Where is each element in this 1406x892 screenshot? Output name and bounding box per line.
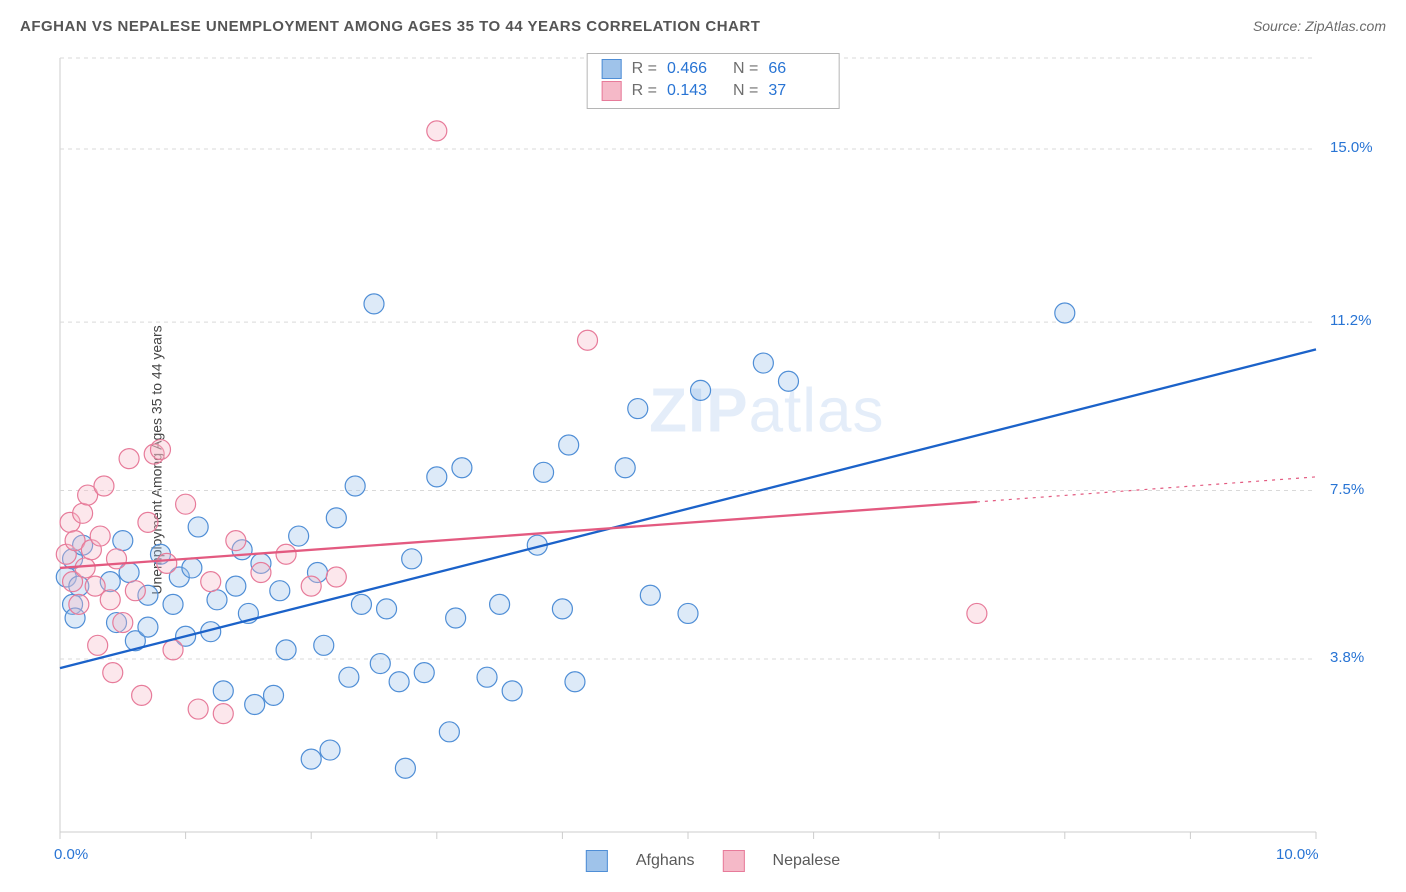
r-value-afghans: 0.466 <box>667 60 723 78</box>
legend-row-nepalese: R = 0.143 N = 37 <box>602 80 825 102</box>
series-legend: Afghans Nepalese <box>586 850 840 872</box>
axis-tick-label: 0.0% <box>54 846 88 863</box>
n-value-nepalese: 37 <box>768 82 824 100</box>
scatter-plot-svg <box>40 48 1386 872</box>
legend-label-afghans: Afghans <box>636 852 695 870</box>
axis-tick-label: 7.5% <box>1330 481 1364 498</box>
legend-label-nepalese: Nepalese <box>773 852 841 870</box>
axis-tick-label: 11.2% <box>1330 312 1371 329</box>
axis-tick-label: 3.8% <box>1330 649 1364 666</box>
n-value-afghans: 66 <box>768 60 824 78</box>
source-label: Source: ZipAtlas.com <box>1253 18 1386 34</box>
legend-swatch-nepalese <box>602 81 622 101</box>
r-value-nepalese: 0.143 <box>667 82 723 100</box>
n-label: N = <box>733 60 758 78</box>
axis-tick-label: 10.0% <box>1276 846 1319 863</box>
axis-tick-label: 15.0% <box>1330 139 1373 156</box>
legend-swatch-nepalese <box>723 850 745 872</box>
n-label: N = <box>733 82 758 100</box>
r-label: R = <box>632 60 657 78</box>
correlation-legend-box: R = 0.466 N = 66 R = 0.143 N = 37 <box>587 53 840 109</box>
r-label: R = <box>632 82 657 100</box>
legend-swatch-afghans <box>602 59 622 79</box>
chart-header: AFGHAN VS NEPALESE UNEMPLOYMENT AMONG AG… <box>20 18 1386 35</box>
chart-title: AFGHAN VS NEPALESE UNEMPLOYMENT AMONG AG… <box>20 18 760 35</box>
legend-row-afghans: R = 0.466 N = 66 <box>602 58 825 80</box>
chart-area: Unemployment Among Ages 35 to 44 years R… <box>40 48 1386 872</box>
legend-swatch-afghans <box>586 850 608 872</box>
